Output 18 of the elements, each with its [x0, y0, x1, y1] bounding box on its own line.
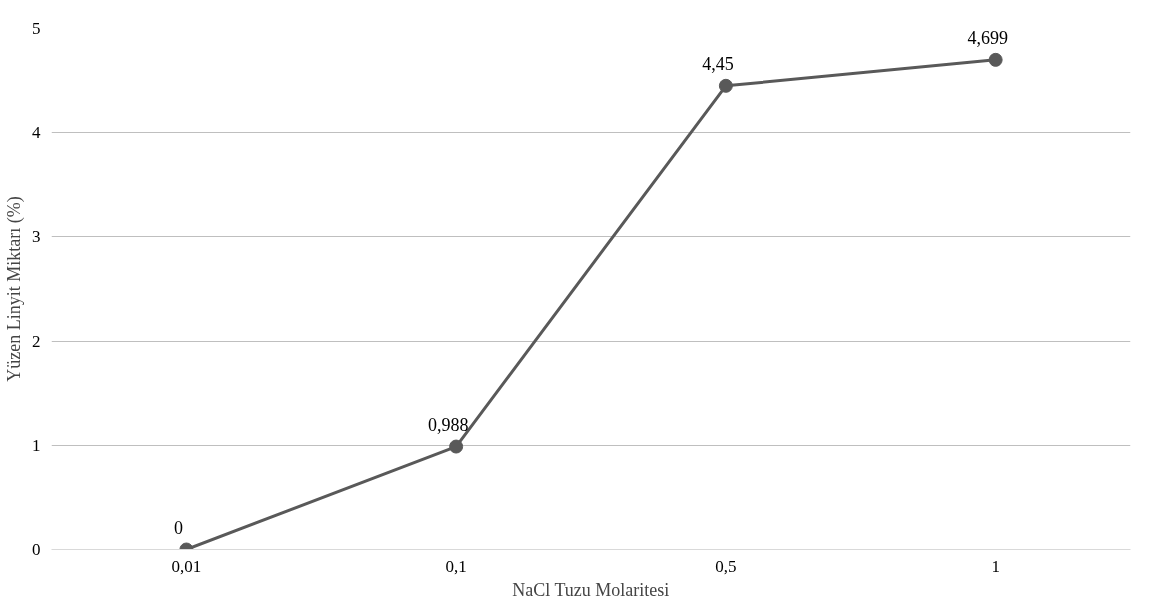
y-axis-title: Yüzen Linyit Miktarı (%) — [4, 196, 25, 382]
x-tick-label: 0,5 — [715, 556, 737, 576]
x-tick-label: 0,01 — [171, 556, 202, 576]
x-axis-title: NaCl Tuzu Molaritesi — [512, 579, 670, 600]
y-tick-label: 4 — [32, 123, 41, 143]
data-label: 0,988 — [427, 414, 469, 435]
data-label: 0 — [173, 517, 183, 538]
y-tick-label: 1 — [32, 435, 41, 455]
y-tick-label: 0 — [32, 540, 41, 559]
y-tick-label: 5 — [32, 19, 41, 38]
data-label: 4,45 — [702, 53, 734, 74]
point — [988, 52, 1003, 67]
point — [718, 78, 733, 93]
y-tick-label: 3 — [32, 227, 41, 247]
data-label: 4,699 — [967, 27, 1008, 48]
y-tick-label: 2 — [32, 331, 41, 351]
x-tick-label: 1 — [991, 556, 1000, 576]
x-tick-label: 0,1 — [445, 556, 467, 576]
